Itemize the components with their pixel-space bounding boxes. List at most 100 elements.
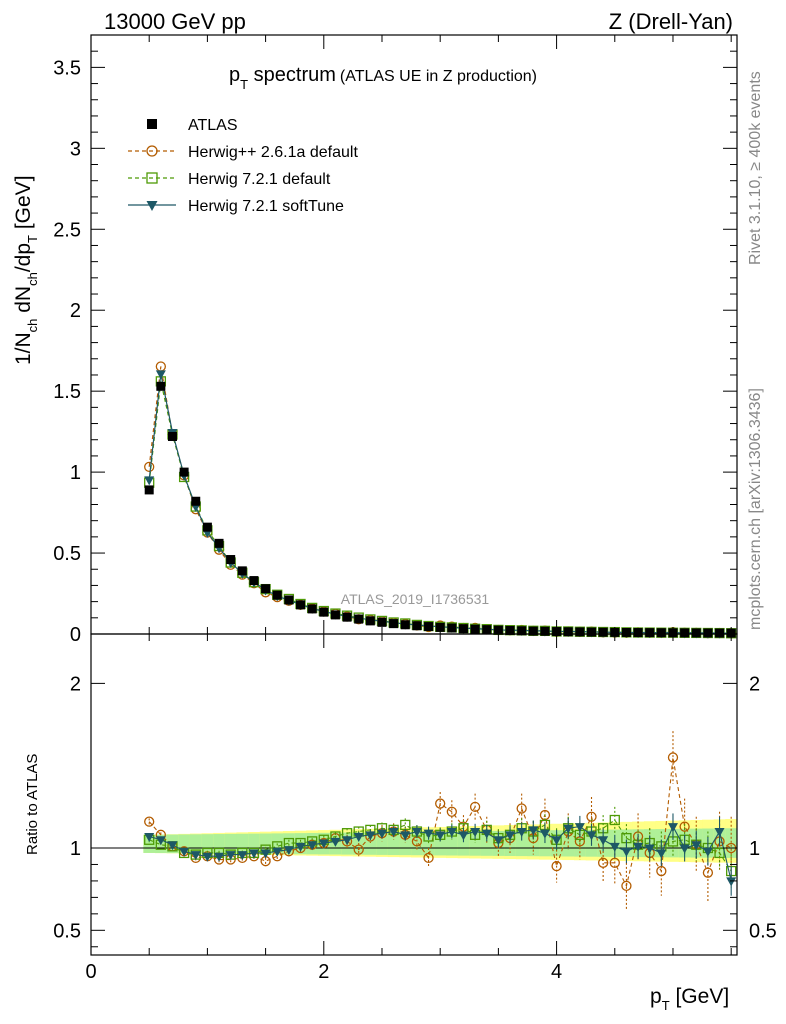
ylabel-s3: T [25,235,40,243]
legend-label-1: Herwig++ 2.6.1a default [188,144,358,161]
data-point-5 [202,522,212,532]
ratio-point-s0-45 [667,752,679,763]
ratio-point-s2-3 [179,847,190,857]
data-point-17 [342,612,352,622]
ylabel-t1: 1/N [12,332,35,365]
y-tick-label-3: 1.5 [53,381,81,403]
ratio-panel: 0 2 4 0.5 0.5 1 1 2 2 [53,633,777,983]
title-note: (ATLAS UE in Z production) [340,68,537,85]
ratio-frame [90,633,738,956]
legend-marker-0 [147,119,157,129]
y-tick-label-7: 3.5 [53,57,81,79]
ratio-point-s2-15 [318,839,329,849]
ratio-point-s2-5 [202,852,213,862]
ylabel-s2: ch [25,272,40,286]
rivet-label: Rivet 3.1.10, ≥ 400k events [747,71,764,265]
ratio-marks [144,731,737,909]
ratio-point-s2-40 [609,842,620,852]
ratio-point-s2-2 [167,841,178,851]
y-tick-label-1: 0.5 [53,543,81,565]
ratio-point-s0-39 [597,857,609,868]
ratio-point-s2-12 [283,846,294,856]
watermark: ATLAS_2019_I1736531 [341,591,490,607]
band-green-19 [364,832,377,855]
data-point-48 [703,628,713,638]
ratio-tick-label-1: 1 [70,838,81,860]
data-point-18 [354,614,364,624]
ratio-point-s2-1 [155,836,166,846]
ratio-point-s2-34 [539,829,550,839]
ratio-point-s0-46 [679,821,690,832]
ratio-point-s2-19 [365,831,376,841]
data-point-1 [156,381,166,391]
data-point-10 [261,584,271,594]
main-point-s0-0 [144,461,155,473]
ratio-point-s0-18 [353,844,364,855]
data-point-9 [249,576,259,586]
ratio-line-0 [148,757,732,888]
y-axis-label: 1/Nch dNch/dpT [GeV] [12,175,40,365]
ylabel-s1: ch [25,319,40,333]
ylabel-t4: [GeV] [12,175,35,235]
ratio-tick-label-2: 2 [70,673,81,695]
y-tick-label-5: 2.5 [53,219,81,241]
ratio-point-s2-14 [307,841,318,851]
ylabel-t2: dN [12,286,35,319]
ratio-point-s2-44 [656,849,667,859]
ylabel-t3: /dp [12,243,35,272]
ratio-point-s1-40 [609,814,620,826]
data-point-41 [621,627,631,637]
data-point-49 [715,628,725,638]
title-sub: T [240,77,248,92]
ratio-point-s0-28 [469,801,481,812]
data-point-3 [179,467,189,477]
legend-label-3: Herwig 7.2.1 softTune [188,198,344,215]
data-point-2 [167,431,177,441]
ratio-point-s0-24 [423,852,434,864]
ratio-point-s2-16 [330,837,341,847]
data-point-20 [377,617,387,627]
band-green-28 [469,831,482,856]
x-axis-label: pT [GeV] [650,985,729,1013]
data-point-12 [284,595,294,605]
ratio-point-s2-25 [435,831,446,841]
header-left: 13000 GeV pp [104,9,246,34]
ratio-point-s0-40 [609,857,620,868]
main-axes: 0 0.5 1 1.5 2 2.5 3 3.5 [53,34,737,646]
ratio-point-s0-32 [516,803,527,814]
ratio-point-s2-41 [621,847,632,857]
data-point-47 [691,628,701,638]
data-point-22 [400,620,410,630]
ratio-point-s2-49 [714,828,725,838]
ratio-point-s2-10 [260,849,271,859]
data-point-19 [365,616,375,626]
legend-marker-2 [146,172,158,184]
legend-label-2: Herwig 7.2.1 default [188,171,331,188]
ratio-point-s2-30 [493,836,504,846]
data-point-46 [680,628,690,638]
ratio-tick-label-0: 0.5 [53,920,81,942]
ratio-point-s2-38 [586,831,597,841]
ratio-tick-label-right-0: 0.5 [749,920,777,942]
main-point-s2-0 [144,476,155,486]
ratio-point-s2-6 [214,852,225,862]
ratio-point-s2-37 [574,823,585,833]
band-green-7 [224,833,237,854]
band-green-21 [387,832,400,856]
ratio-point-s2-20 [376,829,387,839]
title-rest: spectrum [248,64,336,86]
ratio-point-s0-25 [435,798,446,809]
ratio-point-s2-13 [295,842,306,852]
ratio-point-s2-22 [400,831,411,841]
band-green-20 [376,832,389,855]
chart-title: pT spectrum (ATLAS UE in Z production) [229,64,537,92]
data-point-39 [598,627,608,637]
title-main: p [229,64,240,86]
data-point-23 [412,621,422,631]
data-point-13 [296,600,306,610]
ratio-point-s2-24 [423,829,434,839]
data-point-43 [645,628,655,638]
data-point-34 [540,626,550,636]
ratio-point-s2-32 [516,828,527,838]
data-point-38 [587,627,597,637]
